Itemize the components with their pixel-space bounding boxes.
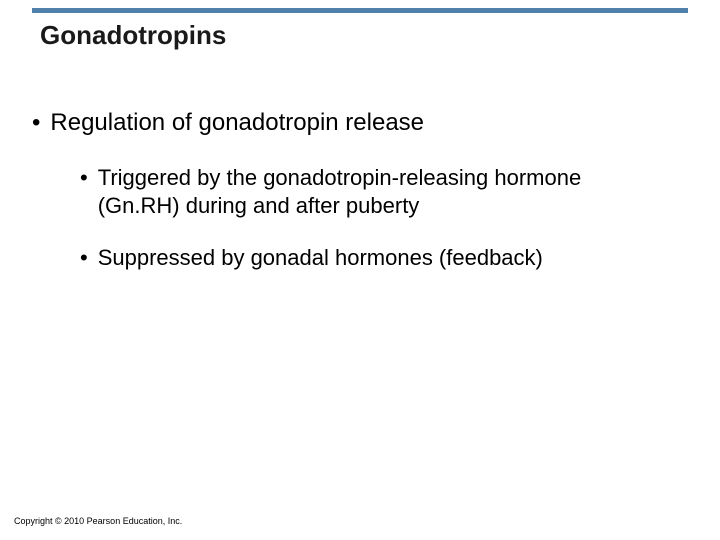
bullet-icon: • xyxy=(32,108,40,138)
list-item: • Regulation of gonadotropin release xyxy=(32,108,688,138)
copyright-text: Copyright © 2010 Pearson Education, Inc. xyxy=(14,516,182,526)
lvl2-text: Triggered by the gonadotropin-releasing … xyxy=(98,164,658,220)
slide-title: Gonadotropins xyxy=(40,20,226,51)
lvl1-text: Regulation of gonadotropin release xyxy=(50,108,424,138)
list-item: • Triggered by the gonadotropin-releasin… xyxy=(80,164,688,220)
slide: Gonadotropins • Regulation of gonadotrop… xyxy=(0,0,720,540)
lvl2-text: Suppressed by gonadal hormones (feedback… xyxy=(98,244,543,272)
title-accent-bar xyxy=(32,8,688,13)
slide-content: • Regulation of gonadotropin release • T… xyxy=(32,108,688,296)
bullet-icon: • xyxy=(80,164,88,192)
list-item: • Suppressed by gonadal hormones (feedba… xyxy=(80,244,688,272)
bullet-icon: • xyxy=(80,244,88,272)
